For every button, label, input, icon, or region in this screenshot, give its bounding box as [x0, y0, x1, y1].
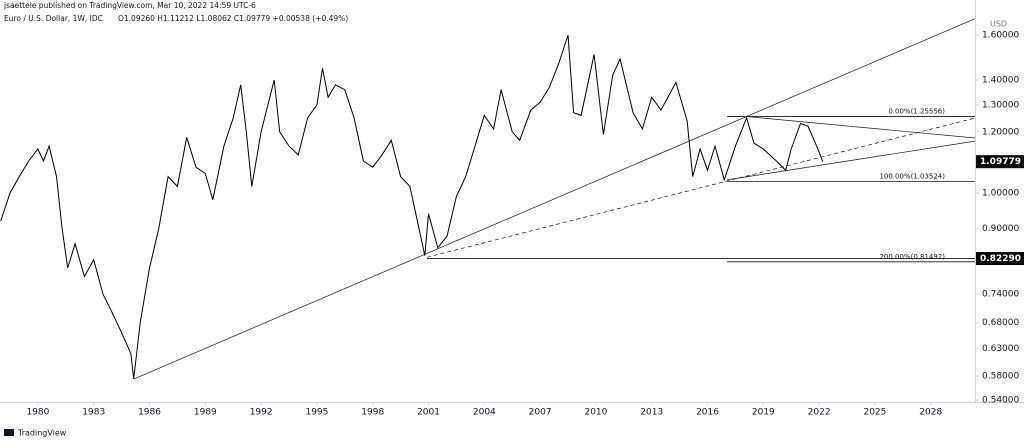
ohlc: O1.09260 H1.11212 L1.08062 C1.09779 +0.0… — [118, 14, 348, 23]
x-tick-label: 2001 — [417, 408, 440, 418]
price-marker — [976, 252, 1024, 266]
y-tick-label: 0.54000 — [982, 396, 1019, 406]
y-tick-label: 0.58000 — [982, 372, 1019, 382]
brand: TradingView — [17, 429, 67, 438]
x-tick-label: 2028 — [919, 408, 942, 418]
x-tick-label: 1989 — [194, 408, 217, 418]
y-tick-label: 0.90000 — [982, 224, 1019, 234]
price-line — [0, 34, 824, 380]
x-tick-label: 1992 — [250, 408, 273, 418]
publish-note: jsaettele published on TradingView.com, … — [3, 1, 256, 10]
currency: USD — [990, 20, 1007, 29]
x-tick-label: 2025 — [863, 408, 886, 418]
symbol-title: Euro / U.S. Dollar, 1W, IDC — [4, 14, 103, 23]
fib-label: 200.00%(0.81492) — [879, 253, 945, 261]
x-tick-label: 1986 — [138, 408, 161, 418]
price-marker — [976, 155, 1024, 169]
x-tick-label: 1983 — [82, 408, 105, 418]
trend-line — [133, 18, 976, 380]
x-tick-label: 2004 — [473, 408, 496, 418]
x-tick-label: 2013 — [640, 408, 663, 418]
brand-logo — [4, 429, 14, 436]
y-tick-label: 1.20000 — [982, 127, 1019, 137]
trend-line — [426, 117, 976, 258]
y-tick-label: 1.60000 — [982, 31, 1019, 41]
fib-label: 100.00%(1.03524) — [879, 172, 945, 180]
trend-line — [727, 140, 976, 181]
x-tick-label: 1980 — [26, 408, 49, 418]
y-tick-label: 1.40000 — [982, 75, 1019, 85]
price-marker-label: 0.82290 — [980, 254, 1021, 264]
x-tick-label: 2010 — [584, 408, 607, 418]
x-tick-label: 2019 — [752, 408, 775, 418]
x-tick-label: 1995 — [305, 408, 328, 418]
x-tick-label: 2016 — [696, 408, 719, 418]
fib-label: 0.00%(1.25556) — [888, 108, 945, 116]
y-tick-label: 0.68000 — [982, 318, 1019, 328]
y-tick-label: 1.30000 — [982, 100, 1019, 110]
x-tick-label: 2022 — [808, 408, 831, 418]
x-tick-label: 2007 — [529, 408, 552, 418]
y-tick-label: 1.00000 — [982, 189, 1019, 199]
trend-line — [747, 116, 976, 139]
y-tick-label: 0.74000 — [982, 290, 1019, 300]
y-tick-label: 0.63000 — [982, 344, 1019, 354]
x-tick-label: 1998 — [361, 408, 384, 418]
price-marker-label: 1.09779 — [980, 157, 1021, 167]
